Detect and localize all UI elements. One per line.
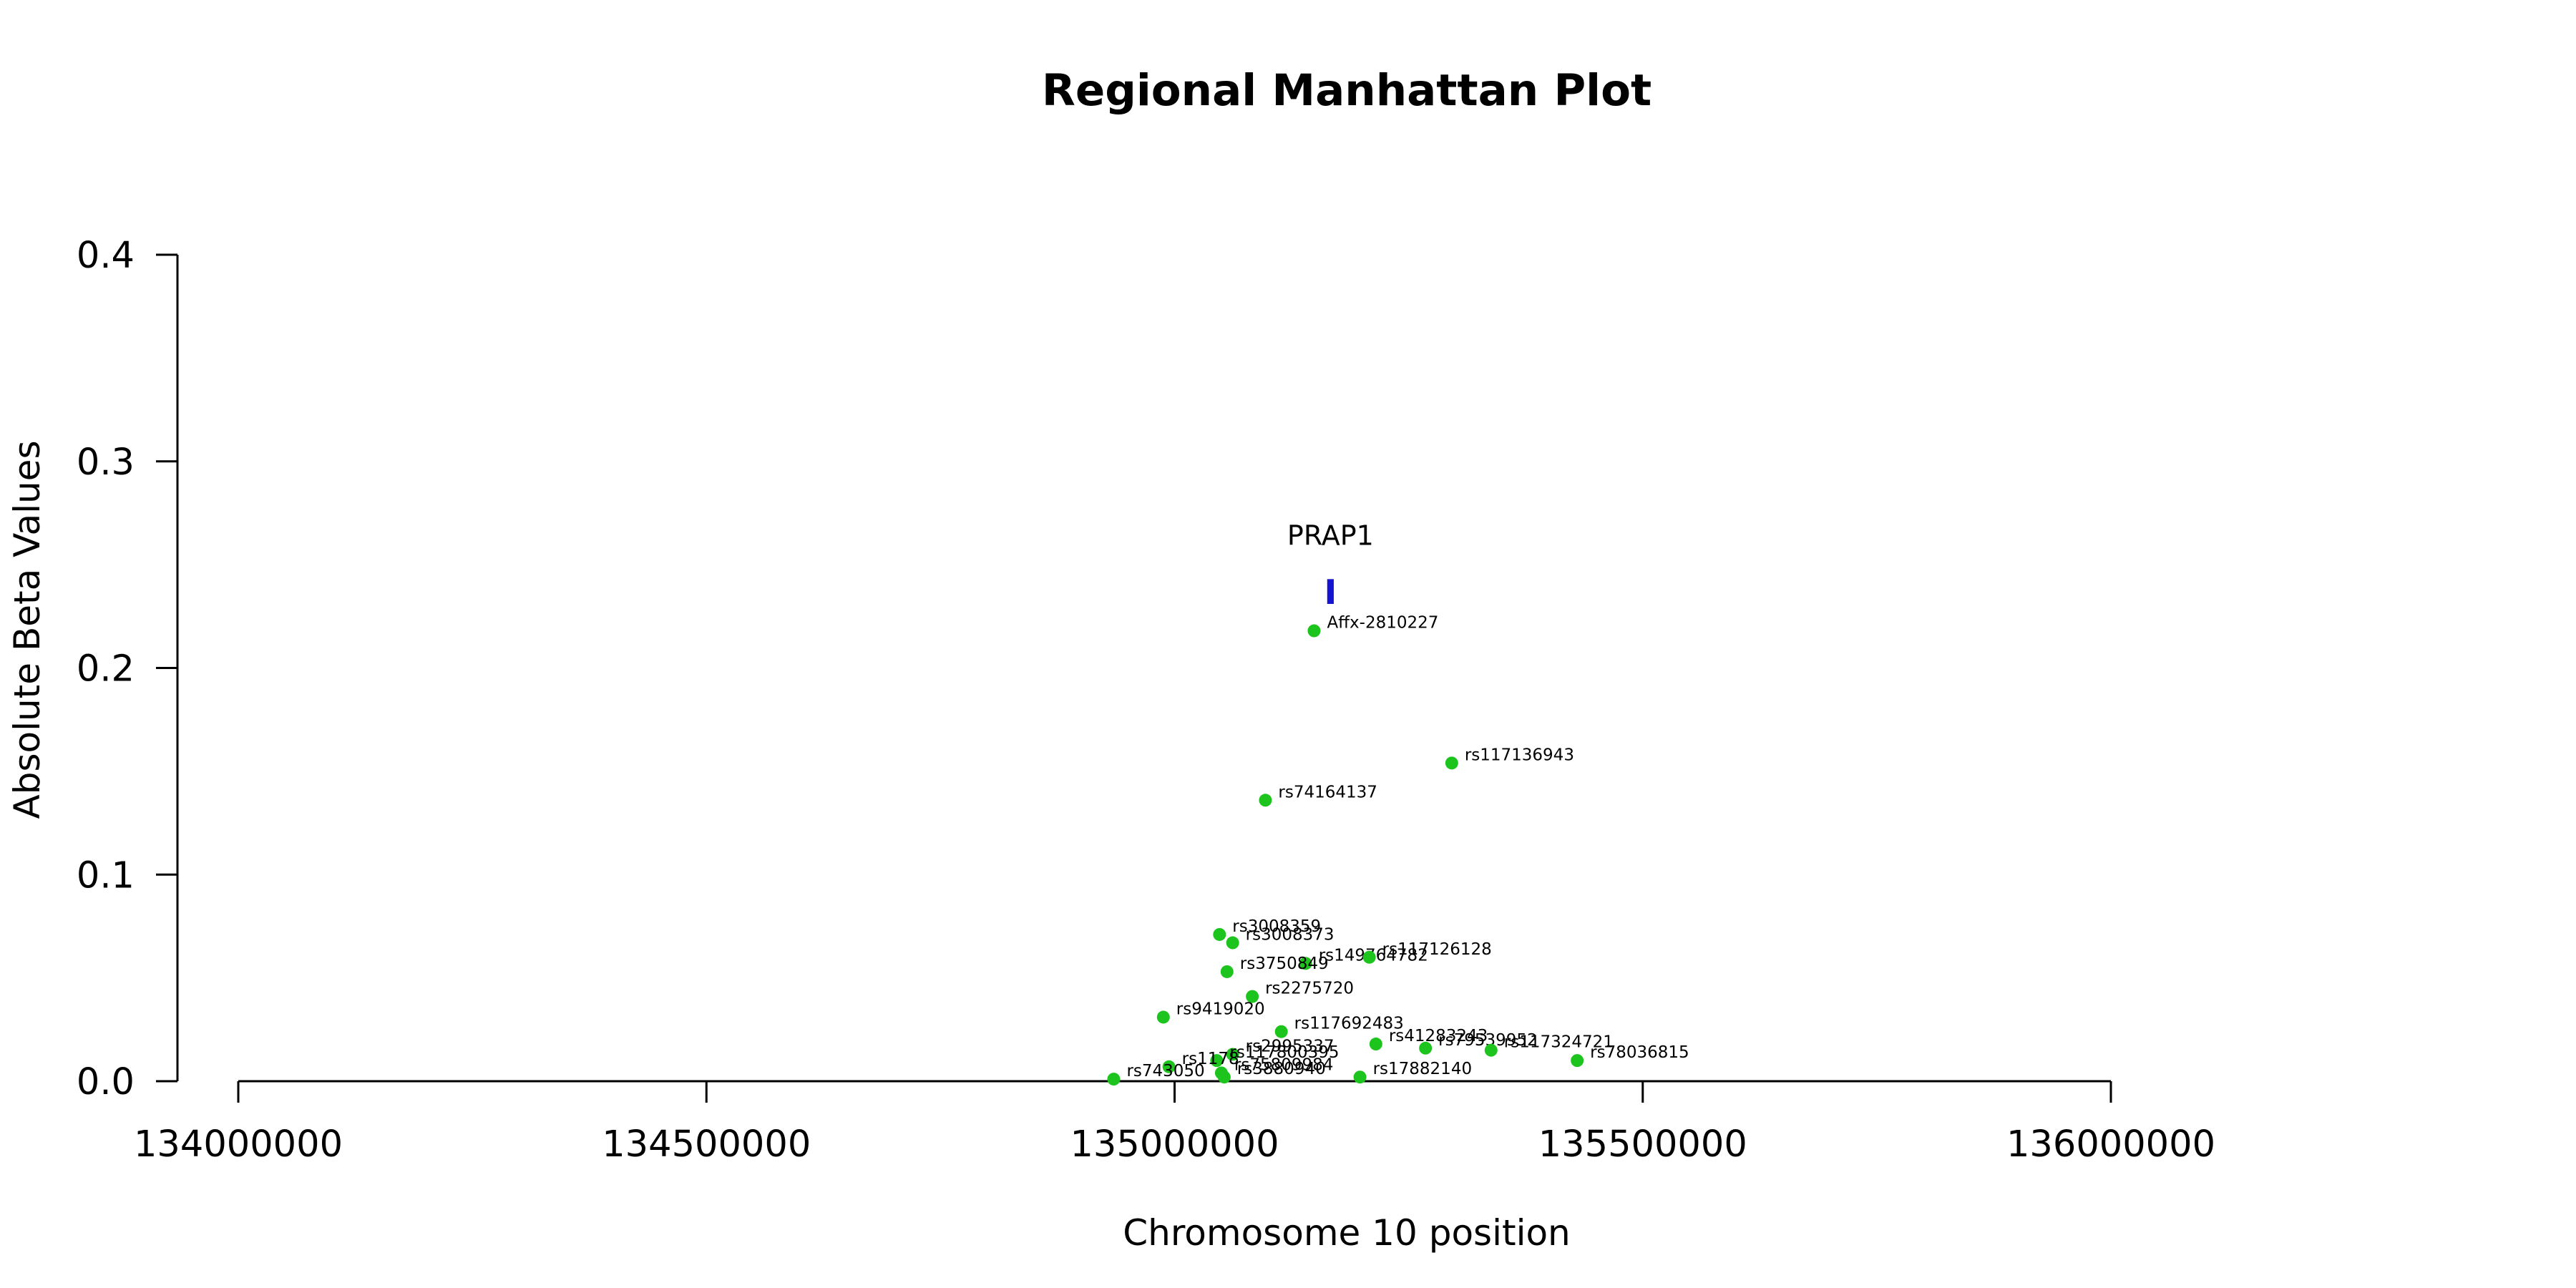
x-tick-label: 135500000 xyxy=(1538,1123,1747,1166)
y-tick-label: 0.3 xyxy=(77,441,135,484)
data-point xyxy=(1213,927,1226,941)
data-point xyxy=(1226,1048,1239,1061)
point-label: rs3750849 xyxy=(1240,955,1329,973)
point-label: rs3880940 xyxy=(1237,1060,1326,1078)
data-point xyxy=(1162,1060,1176,1073)
point-label: rs9419020 xyxy=(1176,1000,1265,1018)
point-label: rs74164137 xyxy=(1278,783,1377,801)
data-point xyxy=(1307,624,1321,638)
point-label: rs1178 xyxy=(1182,1050,1239,1068)
data-point xyxy=(1274,1025,1288,1038)
y-tick-label: 0.0 xyxy=(77,1061,135,1103)
chart-title: Regional Manhattan Plot xyxy=(1042,65,1652,116)
data-point xyxy=(1419,1041,1433,1055)
y-tick-label: 0.4 xyxy=(77,235,135,277)
data-point xyxy=(1220,965,1234,978)
gene-label: PRAP1 xyxy=(1287,519,1374,551)
point-label: rs117800395 xyxy=(1229,1043,1339,1062)
data-point xyxy=(1107,1073,1121,1086)
point-label: rs117136943 xyxy=(1465,746,1574,764)
data-point xyxy=(1299,957,1312,970)
x-axis-label: Chromosome 10 position xyxy=(1123,1212,1571,1254)
point-label: rs75809984 xyxy=(1234,1055,1334,1074)
data-point xyxy=(1571,1054,1584,1068)
gene-track: PRAP1 xyxy=(1287,519,1374,604)
point-label: rs3008359 xyxy=(1232,917,1321,936)
point-label: rs3008373 xyxy=(1246,926,1335,945)
data-point xyxy=(1217,1070,1231,1084)
y-axis-label: Absolute Beta Values xyxy=(6,441,48,819)
x-tick-label: 134000000 xyxy=(134,1123,343,1166)
data-point xyxy=(1226,936,1239,950)
x-tick-label: 135000000 xyxy=(1070,1123,1279,1166)
x-tick-label: 134500000 xyxy=(602,1123,811,1166)
x-axis: 134000000 134500000 135000000 135500000 1360… xyxy=(134,1080,2215,1166)
gene-bar xyxy=(1327,579,1334,604)
data-points: Affx-2810227 rs117136943 rs74164137 rs30083… xyxy=(1107,614,1689,1086)
data-point xyxy=(1484,1043,1498,1057)
point-label: Affx-2810227 xyxy=(1327,614,1438,633)
y-axis: 0.0 0.1 0.2 0.3 0.4 xyxy=(77,235,179,1103)
data-point xyxy=(1246,990,1259,1003)
data-point xyxy=(1259,794,1272,807)
point-label: rs2275720 xyxy=(1265,980,1354,998)
point-label: rs2995337 xyxy=(1246,1037,1335,1055)
data-point xyxy=(1445,756,1458,770)
point-label: rs78036815 xyxy=(1590,1043,1689,1062)
point-label: rs41283243 xyxy=(1389,1027,1488,1045)
data-point xyxy=(1362,950,1376,964)
x-tick-label: 136000000 xyxy=(2006,1123,2215,1166)
data-point xyxy=(1210,1054,1224,1068)
data-point xyxy=(1369,1038,1382,1051)
data-point xyxy=(1156,1010,1170,1024)
y-tick-label: 0.2 xyxy=(77,648,135,691)
point-label: rs743050 xyxy=(1126,1062,1204,1080)
data-point xyxy=(1353,1070,1367,1084)
point-label: rs117324721 xyxy=(1504,1033,1614,1052)
point-label: rs117126128 xyxy=(1382,940,1492,959)
point-label: rs117692483 xyxy=(1294,1015,1404,1033)
y-tick-label: 0.1 xyxy=(77,854,135,897)
point-label: rs17882140 xyxy=(1373,1060,1473,1078)
